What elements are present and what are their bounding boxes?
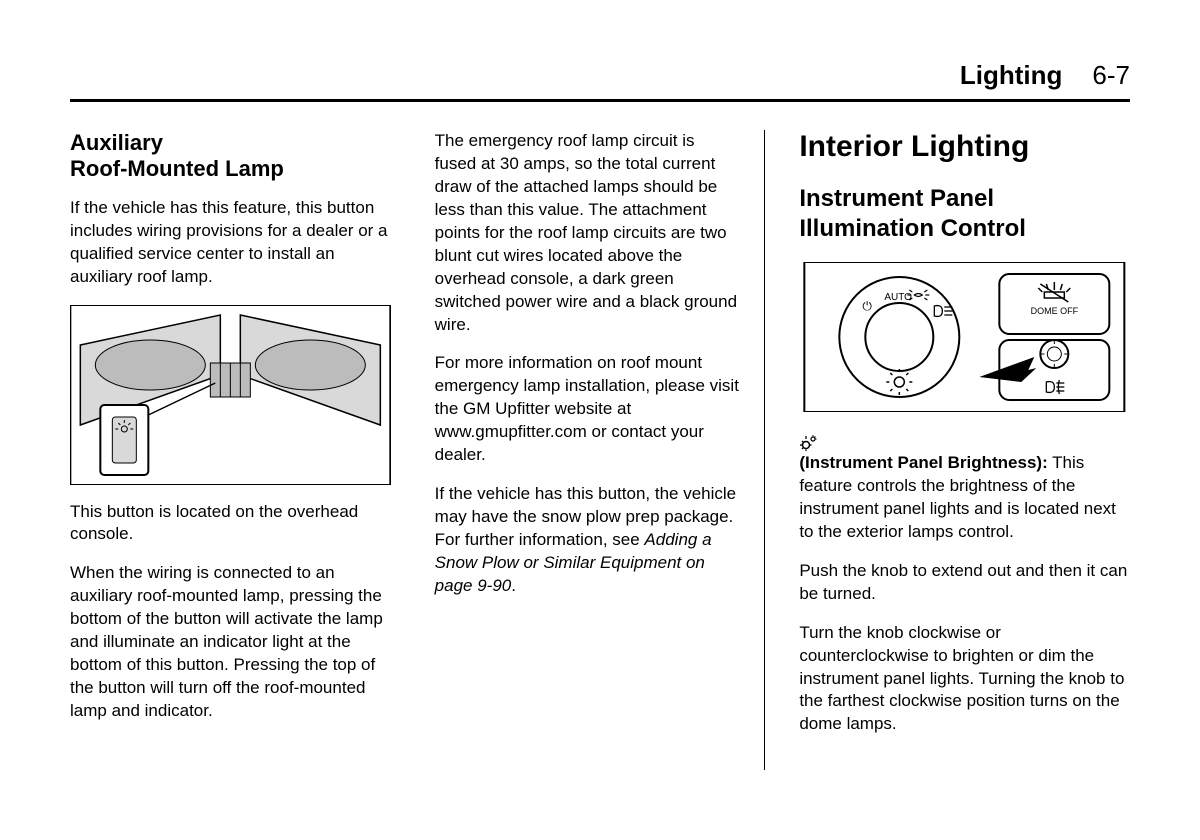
column-3: Interior Lighting Instrument Panel Illum… <box>799 130 1130 770</box>
heading-line: Roof-Mounted Lamp <box>70 156 284 181</box>
interior-lighting-heading: Interior Lighting <box>799 130 1130 164</box>
heading-line: Instrument Panel <box>799 185 994 212</box>
power-icon: ⏻ <box>863 299 873 313</box>
heading-line: Illumination Control <box>799 215 1026 242</box>
content-columns: Auxiliary Roof-Mounted Lamp If the vehic… <box>70 130 1130 770</box>
paragraph: For more information on roof mount emerg… <box>435 352 741 467</box>
auto-label: AUTO <box>885 292 913 303</box>
paragraph: This button is located on the overhead c… <box>70 501 391 547</box>
page-header: Lighting 6-7 <box>70 60 1130 102</box>
dome-off-label: DOME OFF <box>1031 306 1079 316</box>
page-number: 6-7 <box>1092 60 1130 91</box>
paragraph: When the wiring is connected to an auxil… <box>70 562 391 723</box>
paragraph: If the vehicle has this feature, this bu… <box>70 197 391 289</box>
aux-roof-lamp-heading: Auxiliary Roof-Mounted Lamp <box>70 130 391 183</box>
overhead-console-figure <box>70 305 391 485</box>
paragraph: The emergency roof lamp circuit is fused… <box>435 130 741 336</box>
column-1: Auxiliary Roof-Mounted Lamp If the vehic… <box>70 130 401 770</box>
column-2: The emergency roof lamp circuit is fused… <box>435 130 766 770</box>
illumination-control-heading: Instrument Panel Illumination Control <box>799 184 1130 244</box>
brightness-icon <box>799 434 819 452</box>
text-run: . <box>511 576 516 595</box>
paragraph: Turn the knob clockwise or counterclockw… <box>799 622 1130 737</box>
paragraph: If the vehicle has this button, the vehi… <box>435 483 741 598</box>
paragraph: (Instrument Panel Brightness): This feat… <box>799 434 1130 544</box>
heading-line: Auxiliary <box>70 130 163 155</box>
paragraph: Push the knob to extend out and then it … <box>799 560 1130 606</box>
lead-in-label: (Instrument Panel Brightness): <box>799 453 1047 472</box>
dial-control-figure: ⏻ AUTO <box>799 262 1130 412</box>
chapter-title: Lighting <box>960 60 1063 91</box>
